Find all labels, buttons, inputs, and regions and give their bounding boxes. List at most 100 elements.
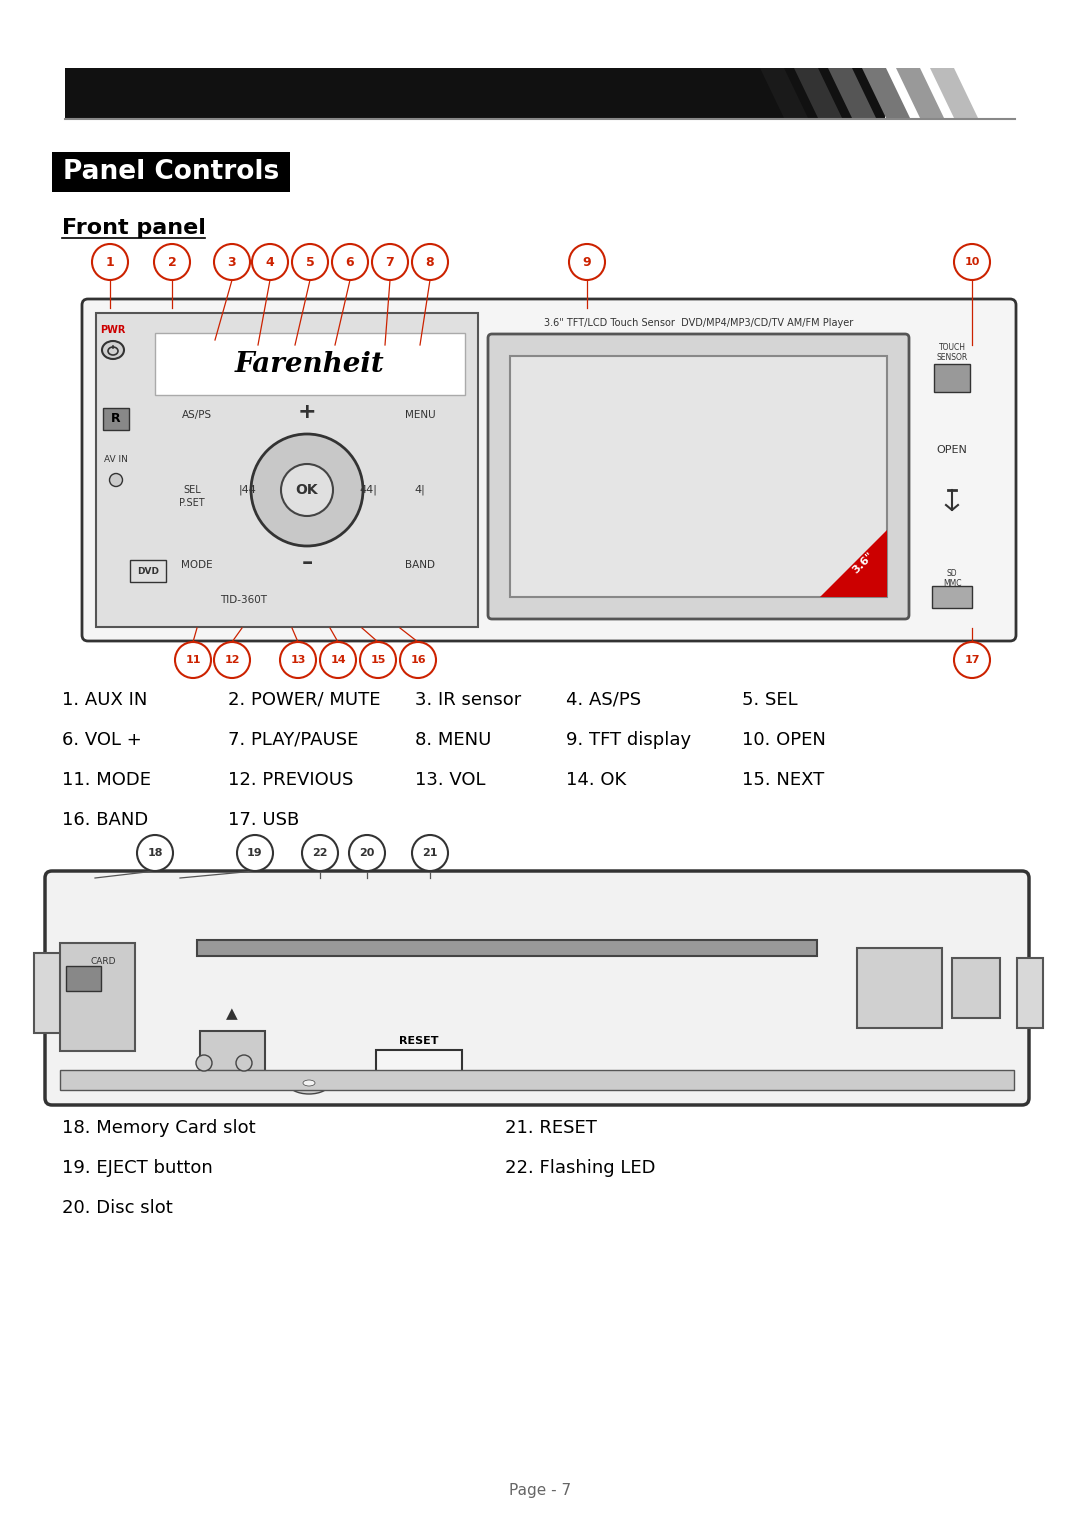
Text: P.SET: P.SET	[179, 498, 205, 508]
Text: 9: 9	[583, 255, 592, 269]
Text: 11. MODE: 11. MODE	[62, 771, 151, 789]
Ellipse shape	[237, 1055, 252, 1070]
Bar	[66, 967, 102, 991]
Ellipse shape	[195, 1055, 212, 1070]
Bar	[200, 1031, 265, 1070]
Text: MMC: MMC	[943, 579, 961, 588]
Ellipse shape	[332, 244, 368, 279]
Polygon shape	[862, 69, 910, 118]
Text: 18: 18	[147, 847, 163, 858]
Polygon shape	[896, 69, 944, 118]
FancyBboxPatch shape	[82, 299, 1016, 641]
Text: 2. POWER/ MUTE: 2. POWER/ MUTE	[228, 692, 380, 709]
Text: –: –	[301, 553, 312, 573]
Text: Page - 7: Page - 7	[509, 1483, 571, 1498]
Ellipse shape	[214, 641, 249, 678]
Ellipse shape	[360, 641, 396, 678]
Text: 9. TFT display: 9. TFT display	[566, 731, 691, 750]
Text: 18. Memory Card slot: 18. Memory Card slot	[62, 1119, 256, 1138]
Text: 17: 17	[964, 655, 980, 664]
Ellipse shape	[252, 244, 288, 279]
Polygon shape	[930, 69, 978, 118]
Ellipse shape	[954, 641, 990, 678]
Text: 4|: 4|	[415, 484, 426, 495]
Ellipse shape	[302, 835, 338, 870]
Bar	[96, 313, 478, 628]
Ellipse shape	[372, 244, 408, 279]
Text: 6: 6	[346, 255, 354, 269]
Text: 8. MENU: 8. MENU	[415, 731, 491, 750]
Text: 2: 2	[167, 255, 176, 269]
Ellipse shape	[109, 473, 122, 487]
Ellipse shape	[280, 641, 316, 678]
Text: 14. OK: 14. OK	[566, 771, 626, 789]
Text: 1: 1	[106, 255, 114, 269]
Text: 4. AS/PS: 4. AS/PS	[566, 692, 642, 709]
Text: 4: 4	[266, 255, 274, 269]
Ellipse shape	[92, 244, 129, 279]
Text: 3. IR sensor: 3. IR sensor	[415, 692, 522, 709]
Text: 19. EJECT button: 19. EJECT button	[62, 1159, 213, 1177]
Text: MODE: MODE	[181, 560, 213, 570]
Text: 3.6": 3.6"	[850, 551, 876, 576]
Text: R: R	[111, 411, 121, 425]
Text: CARD: CARD	[91, 956, 116, 965]
Text: 7. PLAY/PAUSE: 7. PLAY/PAUSE	[228, 731, 359, 750]
Ellipse shape	[292, 244, 328, 279]
Bar	[1017, 957, 1043, 1028]
Text: Front panel: Front panel	[62, 218, 206, 238]
Text: 16: 16	[410, 655, 426, 664]
Ellipse shape	[251, 434, 363, 547]
Text: 5. SEL: 5. SEL	[742, 692, 798, 709]
Text: PWR: PWR	[100, 325, 125, 334]
Text: 12: 12	[225, 655, 240, 664]
Ellipse shape	[137, 835, 173, 870]
Text: 5: 5	[306, 255, 314, 269]
FancyBboxPatch shape	[376, 1051, 462, 1080]
Ellipse shape	[281, 464, 333, 516]
Text: 1. AUX IN: 1. AUX IN	[62, 692, 147, 709]
Text: 17. USB: 17. USB	[228, 811, 299, 829]
Text: 22: 22	[312, 847, 327, 858]
Text: BAND: BAND	[405, 560, 435, 570]
Text: OK: OK	[296, 483, 319, 496]
Polygon shape	[760, 69, 808, 118]
Text: 10. OPEN: 10. OPEN	[742, 731, 826, 750]
Text: 20: 20	[360, 847, 375, 858]
Ellipse shape	[154, 244, 190, 279]
Bar	[60, 1070, 1014, 1090]
Ellipse shape	[411, 835, 448, 870]
Text: 14: 14	[330, 655, 346, 664]
Ellipse shape	[303, 1080, 315, 1086]
Text: +: +	[298, 402, 316, 421]
Bar	[60, 944, 135, 1051]
Bar	[130, 560, 166, 582]
Bar	[858, 948, 942, 1028]
Text: 15: 15	[370, 655, 386, 664]
Text: DVD: DVD	[137, 567, 159, 576]
Text: AS/PS: AS/PS	[181, 411, 212, 420]
Text: 20. Disc slot: 20. Disc slot	[62, 1199, 173, 1217]
Text: 19: 19	[247, 847, 262, 858]
Ellipse shape	[175, 641, 211, 678]
Text: RESET: RESET	[400, 1035, 438, 1046]
Ellipse shape	[569, 244, 605, 279]
Ellipse shape	[288, 1072, 330, 1093]
Text: 12. PREVIOUS: 12. PREVIOUS	[228, 771, 353, 789]
Text: 13: 13	[291, 655, 306, 664]
Text: TOUCH: TOUCH	[939, 344, 966, 353]
Polygon shape	[820, 530, 887, 597]
Text: 22. Flashing LED: 22. Flashing LED	[505, 1159, 656, 1177]
Ellipse shape	[400, 641, 436, 678]
Text: Farenheit: Farenheit	[235, 351, 384, 377]
Text: 6. VOL +: 6. VOL +	[62, 731, 141, 750]
Text: Panel Controls: Panel Controls	[63, 159, 279, 185]
Text: 21: 21	[422, 847, 437, 858]
Ellipse shape	[320, 641, 356, 678]
FancyBboxPatch shape	[45, 870, 1029, 1106]
Text: 10: 10	[964, 257, 980, 267]
Ellipse shape	[349, 835, 384, 870]
Text: ▲: ▲	[226, 1006, 238, 1022]
Bar	[156, 333, 465, 395]
Text: AV IN: AV IN	[104, 455, 127, 464]
